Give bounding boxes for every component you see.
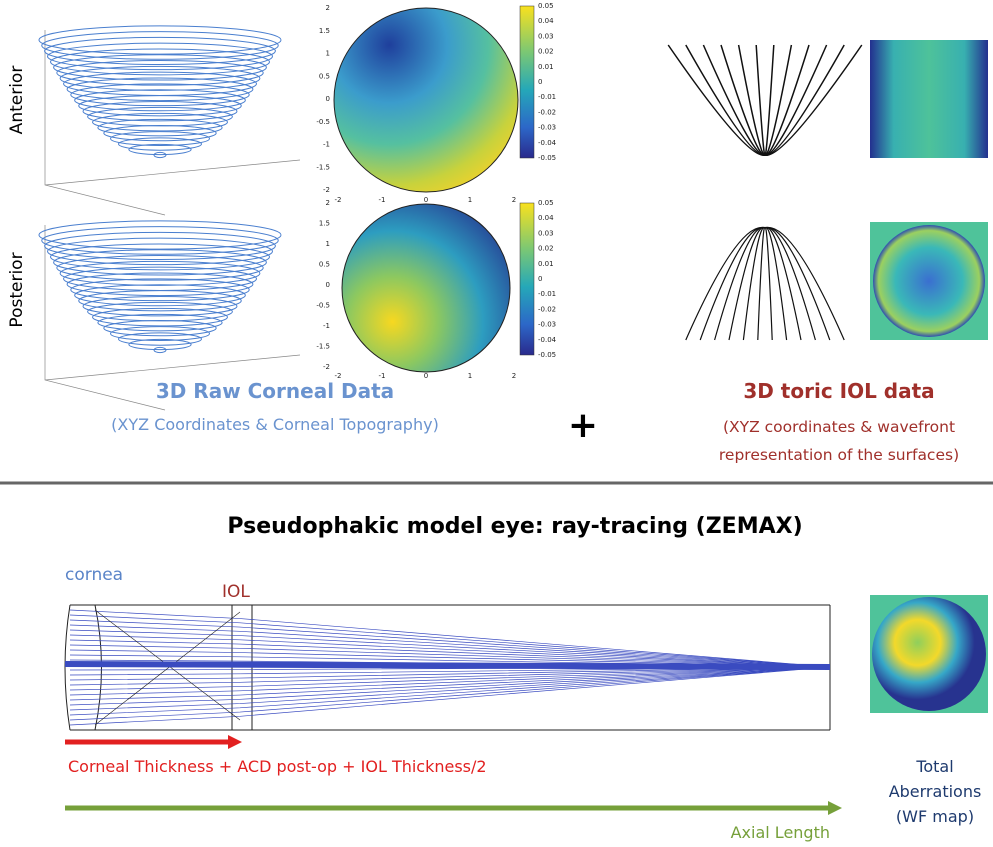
bowl-ring	[71, 84, 249, 106]
colorbar-tick-label: -0.04	[538, 139, 557, 147]
y-tick-label: -2	[323, 363, 330, 371]
bowl-ring	[48, 238, 273, 264]
bowl-ring	[104, 320, 216, 335]
output-label: (WF map)	[896, 807, 974, 826]
x-tick-label: 1	[468, 196, 472, 204]
colorbar-tick-label: 0.01	[538, 260, 554, 268]
y-tick-label: 1	[326, 50, 330, 58]
colorbar-tick-label: 0.05	[538, 199, 554, 207]
colorbar-tick-label: -0.01	[538, 93, 556, 101]
x-tick-label: -2	[335, 196, 342, 204]
y-tick-label: -2	[323, 186, 330, 194]
colorbar-tick-label: 0.02	[538, 48, 554, 56]
y-tick-label: -1.5	[316, 163, 330, 171]
colorbar-tick-label: 0.05	[538, 2, 554, 10]
topography-map	[342, 204, 510, 372]
y-tick-label: -1	[323, 141, 330, 149]
row-label: Anterior	[7, 66, 27, 135]
x-tick-label: 2	[512, 372, 516, 380]
colorbar-tick-label: -0.02	[538, 108, 556, 116]
caption-subtitle: (XYZ coordinates & wavefront	[723, 418, 955, 436]
x-tick-label: -1	[379, 372, 386, 380]
y-tick-label: -1.5	[316, 343, 330, 351]
iol-curve	[743, 228, 765, 341]
colorbar	[520, 203, 534, 355]
bowl-ring	[71, 279, 249, 301]
colorbar-tick-label: -0.05	[538, 154, 556, 162]
iol-label: IOL	[222, 582, 250, 602]
iol-curve	[765, 228, 787, 341]
colorbar-tick-label: 0.03	[538, 229, 554, 237]
colorbar-tick-label: 0.04	[538, 214, 554, 222]
y-tick-label: 1.5	[319, 27, 330, 35]
y-tick-label: 0	[326, 95, 330, 103]
colorbar-tick-label: 0.04	[538, 17, 554, 25]
red-arrow-head	[228, 735, 242, 749]
iol-curve	[765, 45, 827, 155]
x-tick-label: 1	[468, 372, 472, 380]
y-tick-label: 0.5	[319, 261, 330, 269]
topography-map	[334, 8, 518, 192]
colorbar	[520, 6, 534, 158]
green-arrow-label: Axial Length	[731, 823, 830, 842]
iol-curve	[739, 45, 765, 155]
y-tick-label: 0.5	[319, 72, 330, 80]
colorbar-tick-label: -0.04	[538, 336, 557, 344]
plus-sign: +	[568, 405, 598, 446]
y-tick-label: 2	[326, 4, 330, 12]
colorbar-tick-label: -0.03	[538, 124, 556, 132]
colorbar-tick-label: -0.02	[538, 305, 556, 313]
colorbar-tick-label: 0.03	[538, 32, 554, 40]
iol-curve	[703, 45, 765, 155]
colorbar-tick-label: 0	[538, 275, 542, 283]
colorbar-tick-label: -0.01	[538, 290, 556, 298]
bowl-ring	[98, 314, 222, 330]
red-arrow-label: Corneal Thickness + ACD post-op + IOL Th…	[68, 757, 487, 776]
iol-curve	[765, 45, 791, 155]
y-tick-label: -0.5	[316, 302, 330, 310]
bowl-ring	[111, 132, 210, 146]
row-label: Posterior	[7, 252, 27, 327]
wavefront-map	[873, 225, 985, 337]
output-label: Aberrations	[889, 782, 982, 801]
y-tick-label: 2	[326, 199, 330, 207]
output-label: Total	[915, 757, 953, 776]
y-tick-label: 0	[326, 281, 330, 289]
y-tick-label: 1	[326, 240, 330, 248]
caption-subtitle: representation of the surfaces)	[719, 446, 959, 464]
iol-curve	[765, 228, 772, 341]
colorbar-tick-label: -0.05	[538, 351, 556, 359]
colorbar-tick-label: 0.02	[538, 245, 554, 253]
x-tick-label: 0	[424, 372, 428, 380]
iol-curve	[668, 45, 765, 155]
cornea-label: cornea	[65, 565, 123, 585]
y-tick-label: -1	[323, 322, 330, 330]
bowl-ring	[39, 221, 281, 249]
bowl-ring	[98, 119, 222, 135]
x-tick-label: -2	[335, 372, 342, 380]
colorbar-tick-label: -0.03	[538, 321, 556, 329]
wavefront-map	[872, 597, 986, 711]
y-tick-label: 1.5	[319, 220, 330, 228]
bowl-ring	[104, 125, 216, 140]
x-tick-label: 2	[512, 196, 516, 204]
figure: Anterior Posterior 3D Raw Corneal Data (…	[0, 0, 993, 847]
y-tick-label: -0.5	[316, 118, 330, 126]
caption-title: 3D toric IOL data	[743, 379, 934, 403]
bowl-ring	[111, 327, 210, 341]
bowl-ring	[48, 43, 273, 69]
green-arrow-head	[828, 801, 842, 815]
bowl-ring	[39, 26, 281, 54]
caption-title: 3D Raw Corneal Data	[156, 379, 394, 403]
section-title: Pseudophakic model eye: ray-tracing (ZEM…	[227, 514, 802, 539]
caption-subtitle: (XYZ Coordinates & Corneal Topography)	[111, 415, 439, 434]
axis-ray	[65, 664, 830, 667]
iol-curve	[765, 45, 862, 155]
colorbar-tick-label: 0	[538, 78, 542, 86]
colorbar-tick-label: 0.01	[538, 63, 554, 71]
x-tick-label: -1	[379, 196, 386, 204]
wavefront-map	[870, 40, 988, 158]
iol-curve	[758, 228, 765, 341]
x-tick-label: 0	[424, 196, 428, 204]
